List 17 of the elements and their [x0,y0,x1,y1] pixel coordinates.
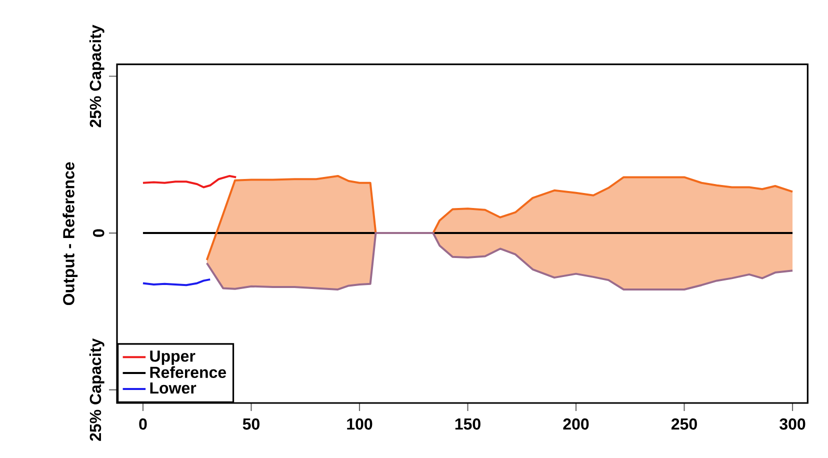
x-tick-label: 0 [139,418,147,430]
line-series [142,174,238,188]
line-series [206,174,794,262]
x-tick-label: 250 [671,418,697,430]
x-tick-label: 200 [563,418,589,430]
line-series [206,232,794,290]
y-tick-label: 25% Capacity [89,24,104,128]
x-tick-label: 150 [455,418,480,430]
y-tick-label: 25% Capacity [89,338,104,441]
y-tick-label: 0 [92,229,104,237]
x-tick-label: 100 [347,418,372,430]
legend-label: Lower [150,382,196,394]
y-axis-title: Output - Reference [62,162,78,306]
x-tick-label: 300 [780,418,806,430]
legend-label: Reference [150,366,226,378]
x-tick-label: 50 [242,418,260,430]
legend-label: Upper [150,350,196,365]
